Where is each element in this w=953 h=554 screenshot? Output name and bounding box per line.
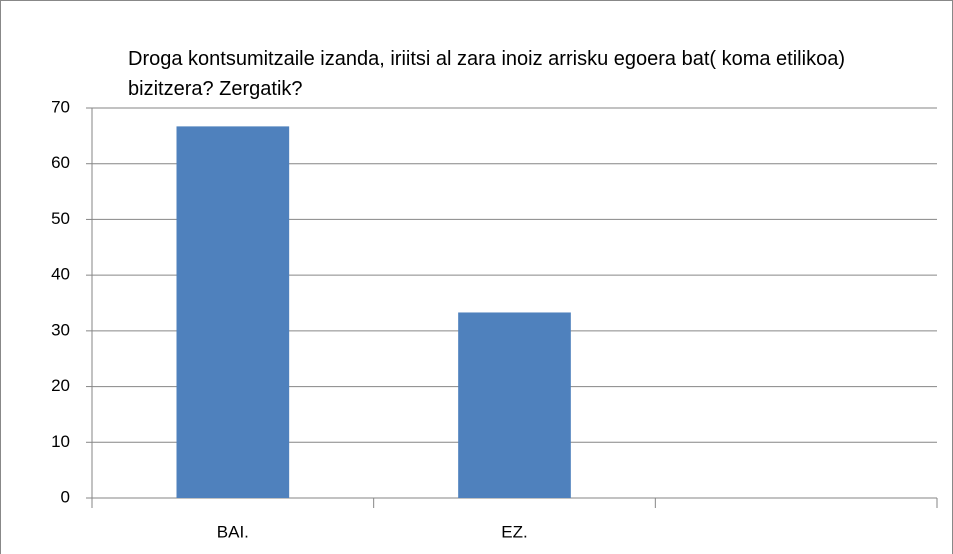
x-tick-label: EZ. bbox=[501, 522, 527, 541]
y-tick-label: 40 bbox=[51, 265, 70, 284]
y-tick-label: 0 bbox=[61, 487, 70, 506]
x-tick-label: BAI. bbox=[217, 522, 249, 541]
chart-title: Droga kontsumitzaile izanda, iriitsi al … bbox=[128, 48, 845, 100]
y-tick-label: 20 bbox=[51, 376, 70, 395]
y-tick-label: 10 bbox=[51, 432, 70, 451]
y-tick-label: 70 bbox=[51, 97, 70, 116]
y-tick-label: 50 bbox=[51, 209, 70, 228]
bar bbox=[458, 312, 571, 498]
bar bbox=[176, 126, 290, 498]
y-tick-label: 30 bbox=[51, 320, 70, 339]
y-tick-label: 60 bbox=[51, 153, 70, 172]
